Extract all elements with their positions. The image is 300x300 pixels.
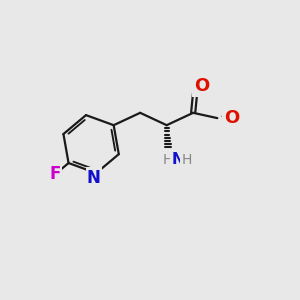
Text: N: N	[171, 152, 184, 167]
Text: F: F	[49, 165, 61, 183]
Text: H: H	[163, 153, 173, 166]
Text: H: H	[182, 153, 192, 166]
Text: O: O	[224, 109, 239, 127]
Text: N: N	[87, 169, 101, 187]
Text: O: O	[194, 77, 209, 95]
